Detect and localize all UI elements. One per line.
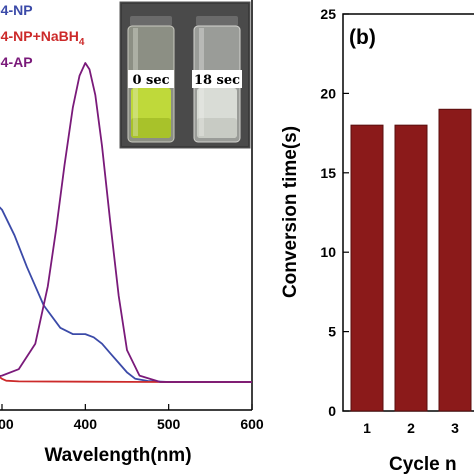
panel-a-x-tick-label: 600 — [240, 416, 264, 432]
panel-a-x-tick-label: 400 — [74, 416, 98, 432]
series-line-2 — [0, 376, 252, 383]
panel-b-bars — [350, 108, 472, 412]
legend-entry-4ap: -4-AP — [0, 54, 33, 70]
inset-label-0-sec: 0 sec — [132, 73, 169, 88]
panel-b-y-tick-label: 20 — [320, 85, 336, 101]
panel-b-label: (b) — [349, 26, 376, 49]
series-line-3 — [0, 62, 252, 383]
panel-b-y-ticks: 0 5 10 15 20 25 — [320, 6, 349, 419]
panel-b-x-tick-label: 2 — [407, 420, 415, 436]
panel-b-chart: Conversion time(s) (b) 0 5 10 15 20 25 1 2 3 Cy… — [280, 6, 474, 474]
legend-entry-4np: -4-NP — [0, 2, 33, 18]
panel-a-x-tick-label: 500 — [157, 416, 181, 432]
panel-a-series — [0, 62, 252, 383]
panel-a-x-ticks: 300 400 500 600 — [0, 404, 264, 432]
inset-photo: 0 sec 18 sec — [119, 1, 251, 149]
inset-label-18-sec: 18 sec — [194, 73, 240, 88]
panel-b-y-tick-label: 10 — [320, 244, 336, 260]
legend-entry-4np-nabh4: -4-NP+NaBH4 — [0, 28, 85, 48]
panel-a-x-axis-label: Wavelength(nm) — [44, 445, 191, 466]
panel-b-x-tick-label: 3 — [451, 420, 459, 436]
panel-b-y-tick-label: 5 — [328, 324, 336, 340]
panel-b-y-axis-label: Conversion time(s) — [280, 126, 301, 298]
panel-b-y-tick-label: 0 — [328, 403, 336, 419]
panel-b-x-tick-label: 1 — [363, 420, 371, 436]
panel-b-x-axis-label: Cycle n — [389, 454, 457, 474]
bar-cycle-2 — [394, 124, 428, 412]
bar-cycle-1 — [350, 124, 384, 412]
legend: -4-NP -4-NP+NaBH4 -4-AP — [0, 2, 85, 70]
panel-b-y-tick-label: 25 — [320, 6, 336, 22]
bar-cycle-3 — [438, 108, 472, 412]
panel-a-x-tick-label: 300 — [0, 416, 14, 432]
series-line-1 — [0, 206, 252, 383]
panel-b-y-tick-label: 15 — [320, 165, 336, 181]
panel-a-chart: 300 400 500 600 -4-NP -4-NP+NaBH4 -4-AP — [0, 0, 264, 466]
panel-b-x-ticks: 1 2 3 — [363, 420, 459, 436]
